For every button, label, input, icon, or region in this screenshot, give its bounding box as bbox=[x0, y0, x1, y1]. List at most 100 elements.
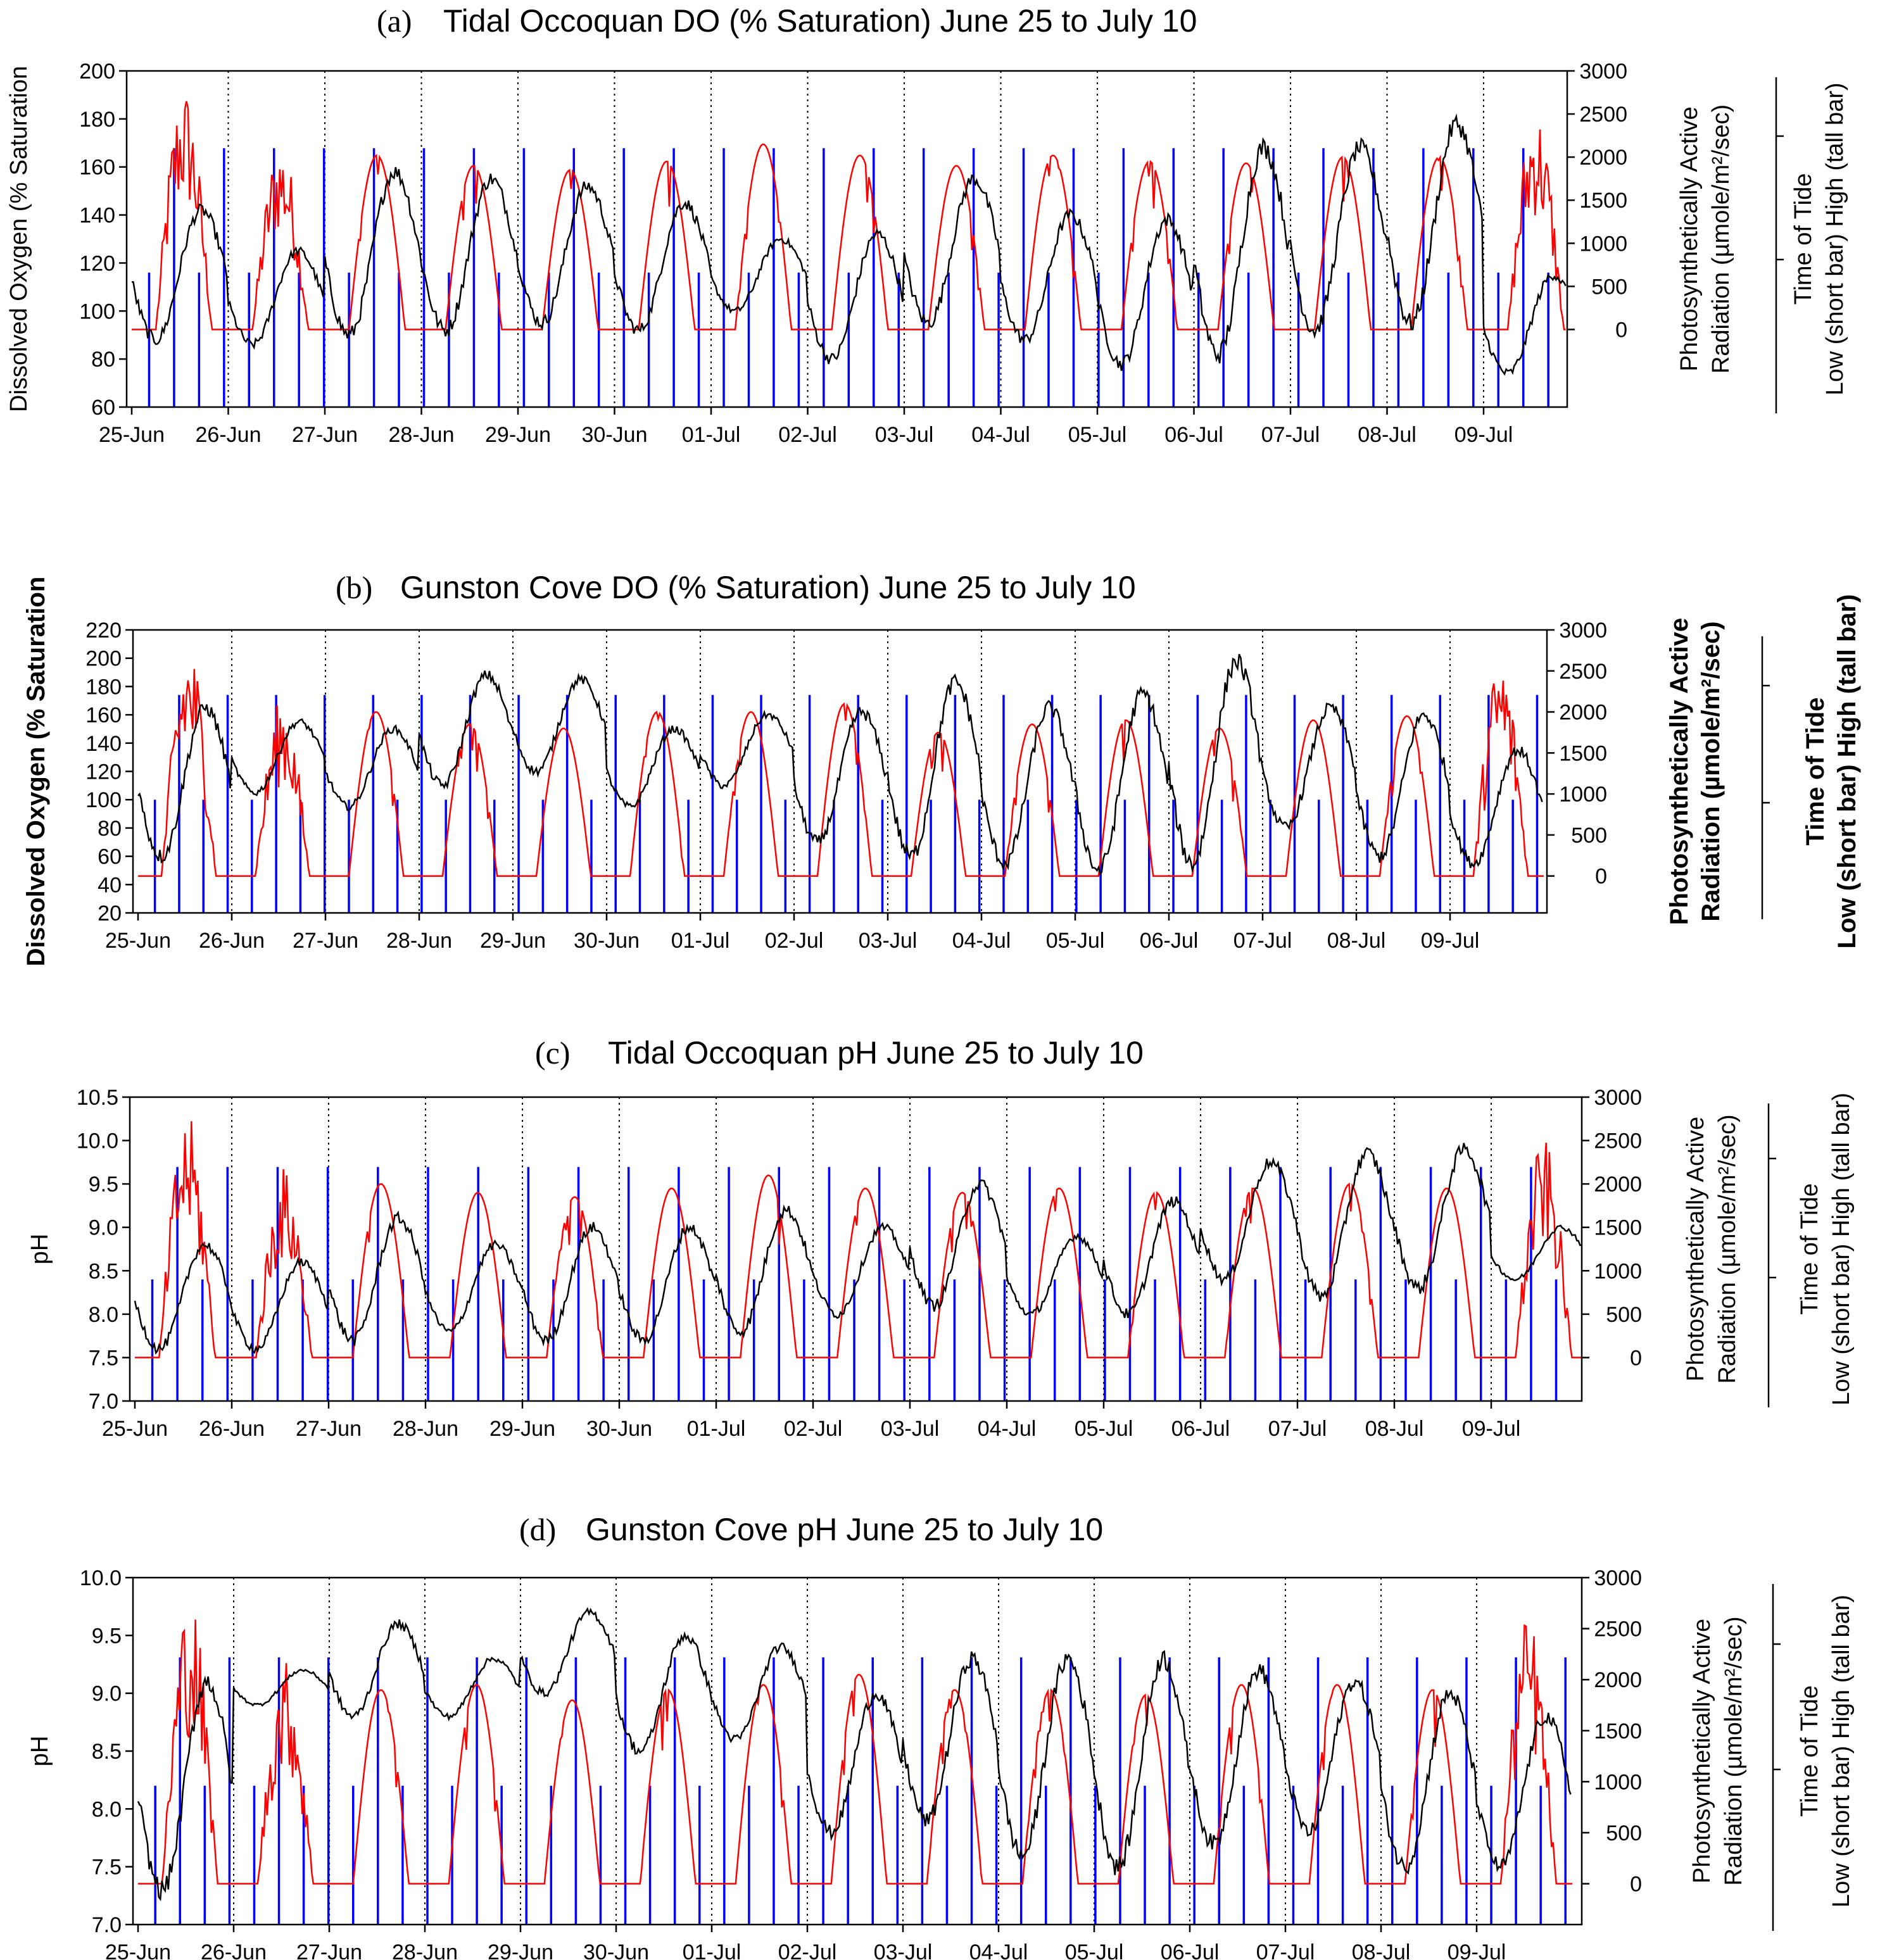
x-tick-label: 27-Jun bbox=[292, 423, 358, 447]
y-tick-label-left: 120 bbox=[79, 251, 115, 275]
y-axis-label-right-2: Radiation (µmole/m²/sec) bbox=[1720, 1616, 1747, 1885]
x-tick-label: 08-Jul bbox=[1365, 1417, 1424, 1441]
y-tick-label-left: 8.0 bbox=[92, 1797, 122, 1821]
x-tick-label: 28-Jun bbox=[386, 929, 452, 953]
y-tick-label-right: 3000 bbox=[1594, 1086, 1642, 1110]
chart-title: Tidal Occoquan DO (% Saturation) June 25… bbox=[443, 3, 1197, 39]
x-tick-label: 01-Jul bbox=[683, 1940, 741, 1960]
tide-bars bbox=[148, 148, 1549, 407]
x-tick-label: 27-Jun bbox=[296, 1940, 362, 1960]
tide-label-2: Low (short bar) High (tall bar) bbox=[1822, 82, 1848, 395]
y-tick-label-right: 3000 bbox=[1559, 619, 1607, 643]
x-tick-label: 25-Jun bbox=[105, 929, 171, 953]
y-tick-label-left: 180 bbox=[85, 675, 122, 699]
x-tick-label: 07-Jul bbox=[1261, 423, 1320, 447]
x-tick-label: 29-Jun bbox=[485, 423, 551, 447]
main-series bbox=[131, 113, 1567, 376]
y-axis-label-left: pH bbox=[27, 1736, 53, 1767]
y-tick-label-left: 40 bbox=[98, 873, 122, 897]
x-tick-label: 26-Jun bbox=[201, 1940, 267, 1960]
plot-frame bbox=[125, 70, 1568, 408]
x-tick-label: 06-Jul bbox=[1171, 1417, 1230, 1441]
x-tick-label: 07-Jul bbox=[1256, 1940, 1315, 1960]
y-axis-label-right-1: Photosynthetically Active bbox=[1682, 1117, 1709, 1381]
y-tick-label-right: 2500 bbox=[1559, 660, 1607, 684]
y-tick-label-right: 3000 bbox=[1594, 1566, 1642, 1590]
y-tick-label-right: 2500 bbox=[1579, 103, 1627, 127]
y-tick-label-left: 100 bbox=[79, 299, 115, 324]
x-tick-label: 05-Jul bbox=[1075, 1417, 1133, 1441]
y-tick-label-left: 160 bbox=[85, 703, 122, 727]
x-tick-label: 05-Jul bbox=[1046, 929, 1105, 953]
x-tick-label: 30-Jun bbox=[582, 423, 648, 447]
x-tick-label: 07-Jul bbox=[1268, 1417, 1327, 1441]
y-tick-label-right: 1500 bbox=[1594, 1719, 1642, 1743]
x-tick-label: 02-Jul bbox=[778, 1940, 837, 1960]
x-tick-label: 03-Jul bbox=[874, 1940, 933, 1960]
y-tick-label-left: 7.5 bbox=[92, 1856, 122, 1880]
tide-bars bbox=[151, 1167, 1558, 1401]
par-series bbox=[132, 101, 1566, 330]
y-tick-label-left: 10.5 bbox=[77, 1086, 118, 1110]
y-tick-label-left: 140 bbox=[85, 732, 122, 756]
x-tick-label: 27-Jun bbox=[293, 929, 358, 953]
par-series bbox=[138, 1619, 1572, 1885]
y-tick-label-right: 1000 bbox=[1594, 1259, 1642, 1283]
x-tick-label: 28-Jun bbox=[389, 423, 455, 447]
chart-title: Gunston Cove DO (% Saturation) June 25 t… bbox=[400, 570, 1136, 605]
y-tick-label-left: 9.0 bbox=[92, 1682, 122, 1706]
y-tick-label-left: 20 bbox=[98, 901, 122, 926]
x-tick-label: 25-Jun bbox=[102, 1417, 168, 1441]
panel-letter: (b) bbox=[336, 570, 372, 605]
y-tick-label-left: 160 bbox=[79, 156, 115, 180]
main-series bbox=[134, 1143, 1582, 1355]
x-tick-label: 25-Jun bbox=[105, 1940, 171, 1960]
tide-bars bbox=[154, 1657, 1567, 1925]
y-tick-label-left: 10.0 bbox=[77, 1129, 118, 1153]
x-tick-label: 29-Jun bbox=[489, 1417, 555, 1441]
tide-label-2: Low (short bar) High (tall bar) bbox=[1828, 1093, 1855, 1405]
y-tick-label-left: 9.5 bbox=[89, 1172, 118, 1197]
panel-letter: (d) bbox=[519, 1512, 556, 1547]
y-tick-label-left: 100 bbox=[85, 788, 122, 812]
main-series bbox=[137, 1607, 1572, 1902]
tide-label-1: Time of Tide bbox=[1796, 1183, 1823, 1315]
x-tick-label: 05-Jul bbox=[1068, 423, 1127, 447]
y-tick-label-right: 500 bbox=[1591, 275, 1627, 299]
y-tick-label-right: 0 bbox=[1595, 865, 1607, 889]
x-tick-label: 08-Jul bbox=[1358, 423, 1416, 447]
x-tick-label: 09-Jul bbox=[1462, 1417, 1521, 1441]
x-tick-label: 28-Jun bbox=[393, 1417, 458, 1441]
y-tick-label-left: 8.5 bbox=[92, 1740, 122, 1764]
y-axis-label-right-2: Radiation (µmole/m²/sec) bbox=[1714, 1114, 1741, 1383]
x-tick-label: 03-Jul bbox=[875, 423, 934, 447]
y-tick-label-left: 8.5 bbox=[89, 1259, 118, 1283]
x-tick-label: 02-Jul bbox=[784, 1417, 843, 1441]
x-tick-label: 08-Jul bbox=[1327, 929, 1386, 953]
x-tick-label: 05-Jul bbox=[1065, 1940, 1124, 1960]
y-tick-label-left: 8.0 bbox=[89, 1303, 118, 1327]
x-tick-label: 08-Jul bbox=[1352, 1940, 1411, 1960]
y-tick-label-left: 7.0 bbox=[89, 1390, 118, 1414]
y-tick-label-right: 1000 bbox=[1579, 232, 1627, 256]
y-tick-label-right: 2000 bbox=[1594, 1668, 1642, 1692]
x-tick-label: 03-Jul bbox=[881, 1417, 940, 1441]
tide-label-2: Low (short bar) High (tall bar) bbox=[1833, 594, 1861, 949]
y-tick-label-left: 7.5 bbox=[89, 1346, 118, 1370]
y-tick-label-right: 1500 bbox=[1559, 741, 1607, 765]
tide-bars bbox=[153, 694, 1539, 913]
y-axis-label-right-1: Photosynthetically Active bbox=[1665, 618, 1693, 925]
x-tick-label: 26-Jun bbox=[199, 1417, 265, 1441]
panel-d: (d) Gunston Cove pH June 25 to July 10 7.0… bbox=[27, 1512, 1855, 1960]
x-tick-label: 06-Jul bbox=[1164, 423, 1223, 447]
y-tick-label-left: 200 bbox=[85, 647, 122, 671]
y-tick-label-left: 10.0 bbox=[80, 1566, 122, 1590]
x-tick-label: 09-Jul bbox=[1454, 423, 1513, 447]
y-tick-label-left: 7.0 bbox=[92, 1913, 122, 1937]
y-tick-label-left: 60 bbox=[98, 845, 122, 869]
x-tick-label: 30-Jun bbox=[586, 1417, 652, 1441]
y-tick-label-left: 60 bbox=[91, 396, 115, 420]
y-tick-label-right: 3000 bbox=[1579, 60, 1627, 84]
y-tick-label-right: 1000 bbox=[1594, 1770, 1642, 1794]
